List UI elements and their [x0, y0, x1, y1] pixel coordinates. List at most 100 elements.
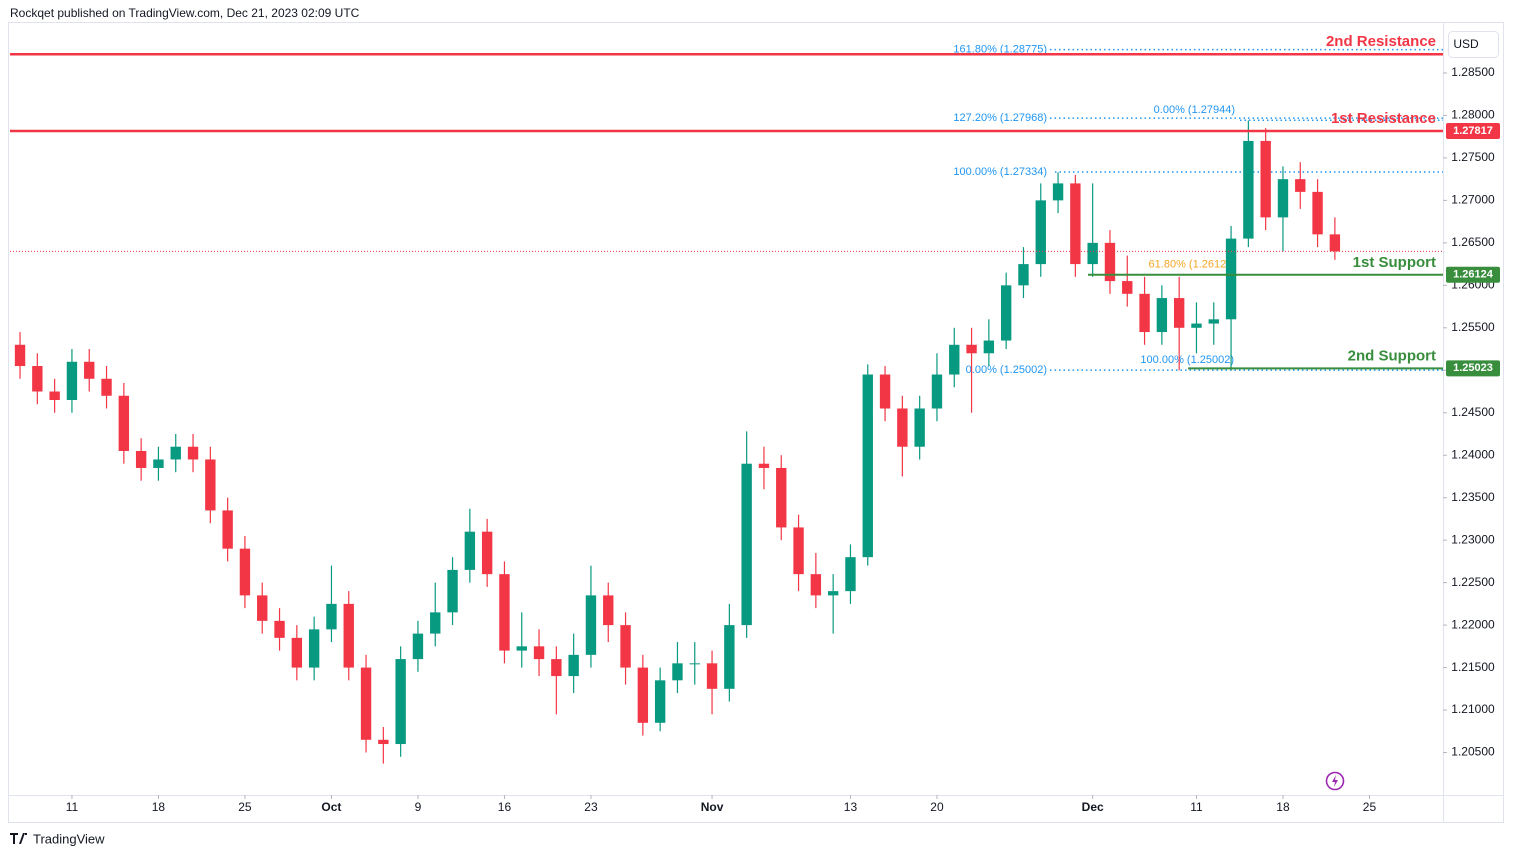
level-label: 1st Support [1353, 254, 1436, 271]
level-label: 2nd Resistance [1326, 33, 1436, 50]
candle-body [84, 361, 95, 379]
y-tick-label: 1.27500 [1451, 150, 1495, 164]
logo-icon [10, 833, 27, 844]
candle-body [983, 340, 995, 354]
candle-body [395, 659, 406, 745]
candle-body [1139, 293, 1150, 333]
candle-body [430, 612, 441, 634]
candle-body [1295, 179, 1306, 192]
candle-body [49, 391, 60, 401]
price-box [1446, 122, 1500, 139]
candle-body [1173, 298, 1185, 328]
candle-body [257, 595, 268, 621]
footer-brand: TradingView [33, 831, 105, 846]
candle-body [464, 531, 476, 570]
x-tick-label: Dec [1082, 800, 1104, 814]
fib-label: 127.20% (1.27968) [953, 112, 1047, 124]
candles [14, 120, 1341, 764]
candle-body [845, 557, 856, 592]
price-box-label: 1.27817 [1453, 125, 1493, 137]
candle-body [1122, 281, 1133, 294]
candle-body [135, 450, 147, 468]
candle-body [1191, 323, 1202, 328]
x-tick-label: 23 [584, 800, 598, 814]
candle-body [1104, 242, 1116, 282]
candle-body [1052, 183, 1064, 201]
candle-body [689, 663, 700, 665]
x-tick-label: 18 [1276, 800, 1290, 814]
candle-body [966, 344, 977, 354]
candle-body [897, 408, 908, 447]
candle-body [1156, 298, 1168, 333]
x-tick-label: 13 [844, 800, 858, 814]
y-tick-label: 1.28000 [1451, 108, 1495, 122]
candle-body [222, 510, 233, 549]
currency-button[interactable] [1448, 31, 1499, 58]
x-tick-label: 11 [1190, 800, 1203, 814]
candle-body [1208, 319, 1219, 324]
candle-body [862, 374, 873, 558]
price-box-label: 1.26124 [1453, 269, 1494, 281]
frame [8, 22, 1504, 823]
y-tick-label: 1.23000 [1451, 532, 1495, 546]
y-tick-label: 1.20500 [1451, 745, 1495, 759]
candle-body [66, 361, 78, 401]
candle-body [101, 378, 112, 396]
flash-icon [1325, 771, 1345, 791]
candle-body [620, 625, 631, 668]
candle-body [949, 344, 960, 375]
y-tick-label: 1.28500 [1451, 65, 1495, 79]
candle-body [412, 633, 424, 660]
candle-body [32, 366, 43, 392]
candle-body [447, 569, 458, 613]
candle-body [1018, 264, 1029, 286]
candle-body [360, 667, 372, 740]
candle-body [343, 603, 354, 668]
candle-body [654, 680, 666, 723]
fib-label: 0.00% (1.27944) [1154, 104, 1235, 116]
candle-body [274, 620, 285, 638]
candle-body [481, 531, 493, 575]
x-tick-label: 25 [238, 800, 252, 814]
candle-body [1329, 234, 1341, 252]
footer-logo [10, 833, 27, 844]
y-tick-label: 1.22500 [1451, 575, 1495, 589]
candle-body [205, 459, 216, 511]
fib-label: 100.00% (1.25002) [1140, 354, 1234, 366]
flash-circle [1325, 771, 1345, 791]
candle-body [1035, 200, 1046, 265]
y-tick-label: 1.26500 [1451, 235, 1495, 249]
candle-body [793, 527, 804, 575]
candle-body [239, 548, 251, 596]
candle-body [170, 446, 181, 460]
candle-body [551, 659, 562, 677]
x-tick-label: Oct [321, 800, 341, 814]
candle-body [308, 629, 320, 668]
candle-body [931, 374, 943, 409]
x-tick-label: 18 [152, 800, 166, 814]
candle-body [741, 463, 752, 626]
y-tick-label: 1.24000 [1451, 447, 1495, 461]
candle-body [706, 663, 718, 689]
y-tick-label: 1.21000 [1451, 702, 1495, 716]
candle-body [879, 374, 891, 409]
candle-body [810, 574, 822, 596]
x-tick-label: 25 [1363, 800, 1377, 814]
level-label: 1st Resistance [1331, 110, 1436, 127]
candle-body [1277, 179, 1289, 218]
candle-body [1312, 191, 1323, 235]
y-tick-label: 1.27000 [1451, 193, 1495, 207]
fib-label: 100.00% (1.27334) [953, 166, 1047, 178]
candle-body [153, 459, 164, 468]
x-tick-label: 11 [66, 800, 79, 814]
candle-body [14, 344, 26, 367]
candle-body [776, 467, 787, 528]
currency-label: USD [1453, 37, 1479, 51]
candle-body [724, 625, 735, 689]
candle-body [1260, 140, 1271, 218]
header: Rockqet published on TradingView.com, De… [10, 6, 360, 20]
price-box-label: 1.25023 [1453, 362, 1493, 374]
candle-body [1087, 242, 1098, 265]
